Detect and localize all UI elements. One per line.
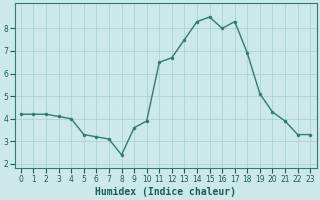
X-axis label: Humidex (Indice chaleur): Humidex (Indice chaleur)	[95, 186, 236, 197]
